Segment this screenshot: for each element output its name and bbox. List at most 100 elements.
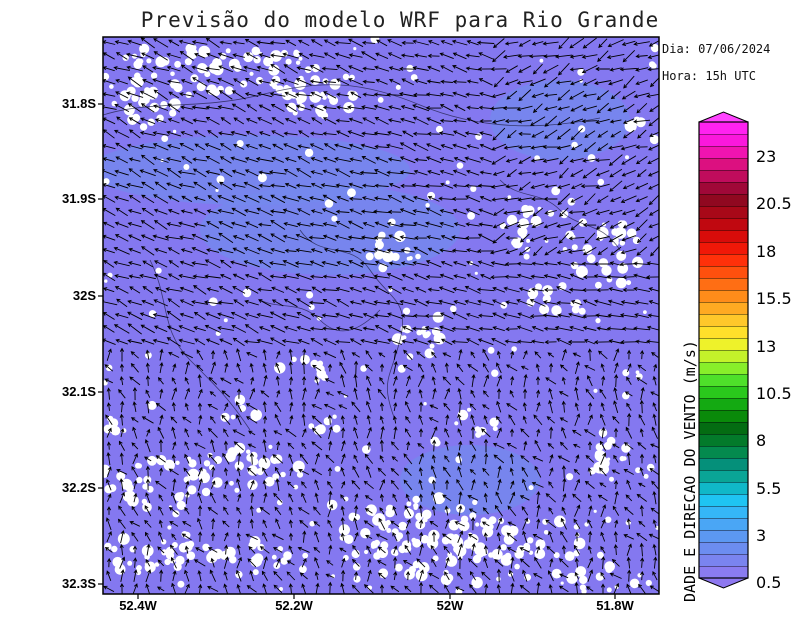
wind-vector (547, 352, 555, 358)
wind-vector (166, 79, 181, 84)
wind-vector (334, 52, 351, 59)
wind-vector (483, 374, 490, 387)
wind-vector (297, 117, 311, 125)
wind-vector (556, 248, 571, 254)
wind-vector (194, 143, 206, 151)
wind-vector (284, 117, 297, 124)
wind-vector (403, 453, 413, 465)
wind-vector (522, 402, 527, 412)
wind-vector (418, 401, 424, 412)
wind-vector (427, 40, 440, 46)
wind-vector (477, 233, 494, 243)
wind-vector (412, 131, 429, 136)
calm-wind-patch (491, 369, 499, 377)
wind-vector (445, 479, 450, 490)
wind-vector (103, 338, 116, 346)
wind-vector (223, 467, 228, 476)
wind-vector (599, 413, 606, 426)
calm-wind-patch (110, 425, 121, 436)
calm-wind-patch (257, 173, 267, 183)
wind-vector (104, 547, 113, 553)
wind-vector (464, 299, 481, 306)
wind-vector (284, 103, 297, 112)
wind-vector (269, 274, 286, 279)
calm-wind-patch (595, 318, 601, 324)
wind-vector (180, 64, 193, 74)
calm-wind-patch (103, 178, 110, 185)
wind-vector (536, 490, 541, 505)
wind-vector (375, 533, 388, 541)
wind-vector (361, 183, 376, 188)
wind-vector (471, 542, 476, 557)
wind-vector (466, 40, 479, 46)
colorbar-segment (698, 325, 749, 339)
calm-wind-patch (435, 125, 443, 133)
wind-vector (197, 429, 203, 437)
wind-vector (128, 157, 141, 162)
lon-label-52-4: 52.4W (119, 598, 157, 613)
wind-vector (283, 221, 298, 228)
wind-vector (348, 117, 363, 124)
wind-vector (353, 517, 358, 531)
calm-wind-patch (300, 354, 310, 365)
wind-vector (507, 521, 516, 527)
calm-wind-patch (593, 388, 598, 393)
wind-vector (549, 454, 554, 464)
wind-vector (572, 352, 581, 358)
wind-vector (193, 196, 206, 202)
wind-vector (554, 54, 573, 59)
wind-vector (387, 325, 402, 333)
wind-vector (340, 453, 346, 464)
wind-vector (268, 170, 287, 175)
wind-vector (635, 219, 648, 232)
wind-vector (379, 415, 384, 424)
colorbar-segment (698, 409, 749, 423)
wind-vector (574, 413, 581, 427)
calm-wind-patch (526, 238, 531, 243)
wind-vector (518, 246, 531, 256)
wind-vector (255, 156, 274, 162)
wind-vector (608, 154, 623, 167)
wind-vector (469, 571, 476, 581)
wind-vector (153, 219, 168, 230)
calm-wind-patch (422, 509, 432, 520)
coastline-contour (259, 299, 381, 332)
wind-vector (465, 66, 480, 71)
wind-vector (334, 156, 351, 163)
wind-vector (211, 350, 216, 360)
wind-vector (207, 195, 218, 203)
wind-vector (310, 338, 324, 346)
wind-vector (349, 286, 362, 293)
calm-wind-patch (511, 237, 523, 249)
wind-vector (285, 428, 297, 438)
calm-wind-patch (479, 547, 488, 556)
wind-vector (509, 389, 515, 398)
calm-wind-patch (344, 534, 354, 544)
wind-vector (217, 208, 234, 215)
calm-wind-patch (147, 455, 157, 466)
wind-vector (144, 439, 151, 453)
wind-vector (217, 300, 234, 305)
wind-vector (374, 117, 389, 125)
wind-vector (649, 468, 659, 476)
wind-vector (323, 351, 337, 359)
wind-vector (465, 169, 480, 176)
wind-vector (466, 105, 479, 110)
wind-vector (390, 585, 400, 593)
wind-vector (224, 544, 229, 555)
wind-vector (504, 274, 519, 279)
wind-vector (438, 286, 455, 294)
wind-vector (635, 339, 648, 344)
wind-vector (269, 92, 286, 97)
wind-vector (143, 456, 152, 462)
calm-wind-patch (463, 539, 473, 549)
wind-vector (205, 117, 220, 125)
calm-wind-patch (457, 409, 469, 421)
wind-vector (207, 182, 219, 190)
wind-vector (158, 531, 164, 543)
calm-wind-patch (324, 199, 334, 208)
wind-vector (492, 127, 506, 141)
wind-vector (491, 197, 506, 202)
wind-vector (530, 274, 545, 279)
